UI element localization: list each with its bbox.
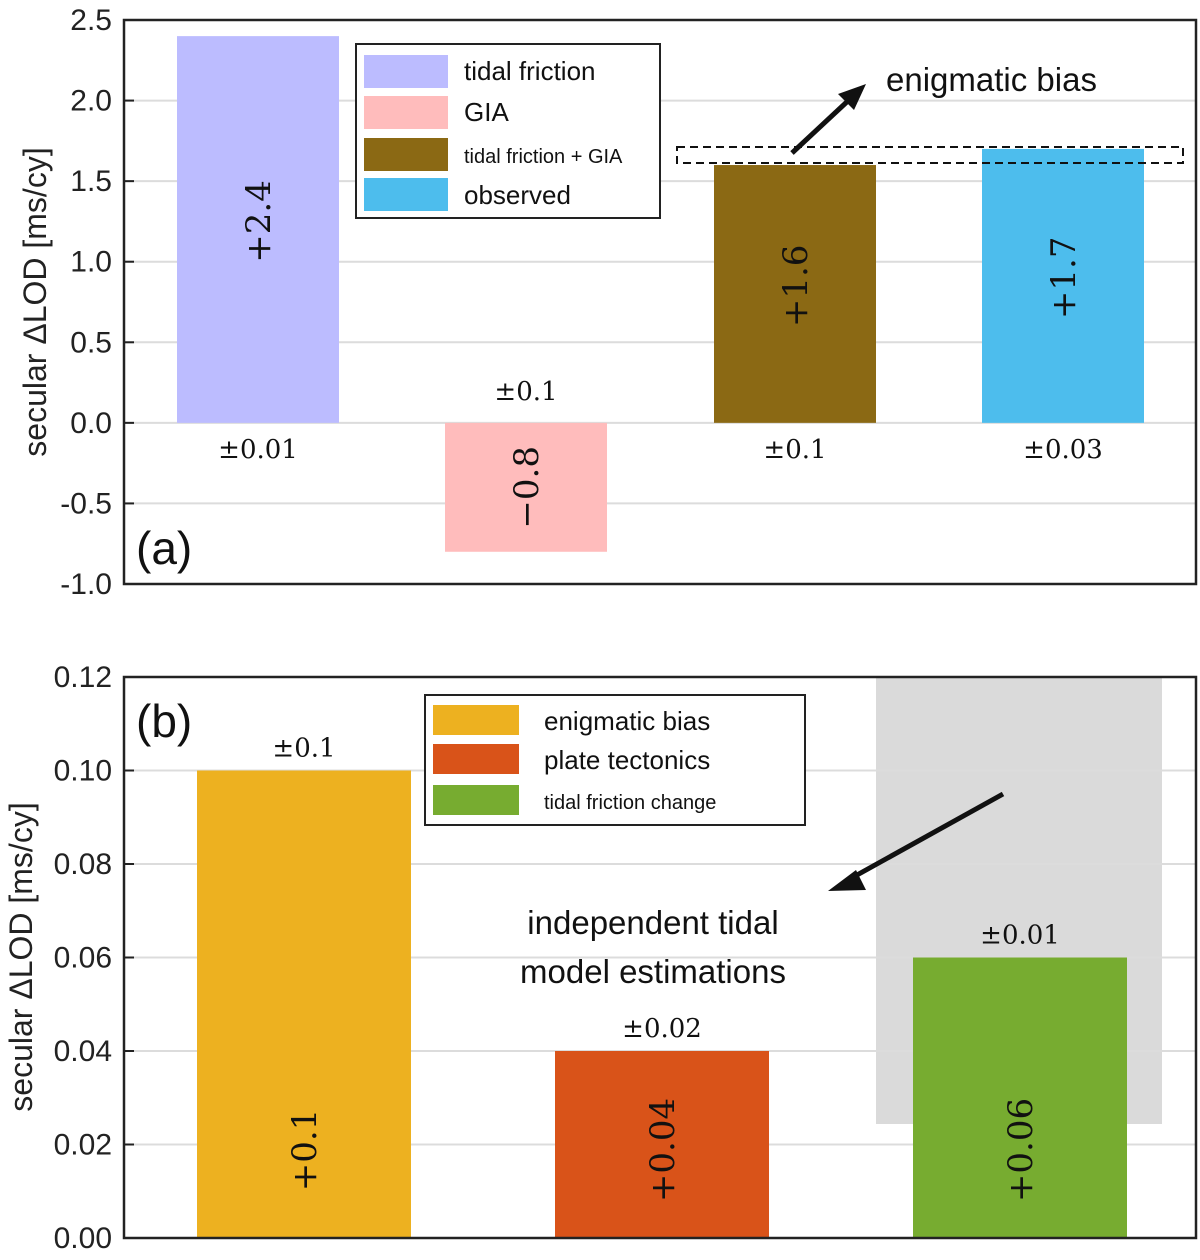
y-tick-label-b: 0.12 <box>54 661 112 694</box>
legend-label-tidal-friction: tidal friction <box>464 56 596 86</box>
y-tick-label-b: 0.08 <box>54 848 112 881</box>
legend-swatch-observed <box>364 178 448 211</box>
annotation-line1: independent tidal <box>527 904 778 941</box>
enigmatic-bias-dashed-box <box>676 146 1184 164</box>
bar-value-label-tidal-friction-change: +0.06 <box>1001 1098 1041 1202</box>
ticks-b: 0.00 0.02 0.04 0.06 0.08 0.10 0.12 <box>54 661 134 1255</box>
bar-value-label-plate-tectonics: +0.04 <box>643 1098 683 1202</box>
legend-label-tidal-friction-change: tidal friction change <box>544 792 716 814</box>
annotation-arrowhead-a <box>838 84 866 110</box>
y-tick-label-a: -1.0 <box>60 568 112 601</box>
axes-frame-a <box>122 18 1198 586</box>
panel-label-b: (b) <box>136 695 192 747</box>
annotation-arrow-a <box>790 97 852 155</box>
legend-swatch-plate-tectonics <box>433 744 519 774</box>
bar-tidal-friction-gia <box>714 165 876 423</box>
enigmatic-bias-annotation: enigmatic bias <box>886 61 1097 98</box>
bar-observed <box>982 148 1144 423</box>
uncertainty-label-plate-tectonics: ±0.02 <box>622 1014 702 1044</box>
y-tick-label-a: 0.5 <box>70 326 112 359</box>
bar-enigmatic-bias <box>197 770 411 1238</box>
legend-swatch-tidal-friction <box>364 55 448 88</box>
uncertainty-label-enigmatic-bias: ±0.1 <box>272 734 335 764</box>
legend-b: enigmatic bias plate tectonics tidal fri… <box>424 694 806 826</box>
y-tick-label-b: 0.02 <box>54 1129 112 1162</box>
panel-a: +2.4±0.01 −0.8±0.1+1.6±0.1+1.7±0.03 -1.0-… <box>17 4 1198 601</box>
ticks-a: -1.0 -0.5 0.0 0.5 1.0 1.5 2.0 2.5 <box>60 4 134 601</box>
y-axis-label-a: secular ΔLOD [ms/cy] <box>17 147 53 456</box>
legend-label-tidal-friction-gia: tidal friction + GIA <box>464 146 623 168</box>
bar-value-label-observed: +1.7 <box>1044 237 1084 320</box>
legend-label-plate-tectonics: plate tectonics <box>544 745 710 775</box>
legend-label-observed: observed <box>464 180 571 210</box>
panel-b: +0.1±0.1+0.04±0.02+0.06±0.01 0.000.020.0… <box>3 661 1198 1255</box>
annotation-arrow-b <box>846 791 1005 883</box>
legend-swatch-enigmatic-bias <box>433 705 519 735</box>
bars-b: +0.1 ±0.1 +0.04 ±0.02 +0.06 ±0.01 <box>197 734 1127 1238</box>
annotation-line2: model estimations <box>520 953 786 990</box>
bar-value-label-gia: −0.8 <box>507 446 547 529</box>
y-tick-label-a: 1.5 <box>70 165 112 198</box>
legend-a: tidal friction GIA tidal friction + GIA … <box>355 43 661 219</box>
y-tick-label-b: 0.10 <box>54 755 112 788</box>
bar-gia <box>445 422 607 552</box>
bars-a: +2.4 ±0.01 −0.8 ±0.1 +1.6 ±0.1 +1.7 ±0.03 <box>177 36 1144 552</box>
y-tick-label-a: 0.0 <box>70 407 112 440</box>
legend-label-gia: GIA <box>464 97 509 127</box>
uncertainty-label-tidal-friction-change: ±0.01 <box>980 921 1060 951</box>
y-tick-label-b: 0.00 <box>54 1222 112 1255</box>
bar-value-label-enigmatic-bias: +0.1 <box>285 1109 325 1192</box>
legend-swatch-tidal-friction-change <box>433 785 519 815</box>
legend-swatch-gia <box>364 96 448 129</box>
uncertainty-label-tidal-friction: ±0.01 <box>218 435 298 465</box>
y-tick-label-a: 2.5 <box>70 4 112 37</box>
panel-label-a: (a) <box>136 522 192 574</box>
bar-value-label-tidal-friction: +2.4 <box>239 180 279 263</box>
bar-tidal-friction <box>177 36 339 423</box>
bar-value-label-tidal-friction-gia: +1.6 <box>776 245 816 328</box>
y-axis-label-b: secular ΔLOD [ms/cy] <box>3 802 39 1111</box>
bar-plate-tectonics <box>555 1051 769 1238</box>
y-tick-label-a: -0.5 <box>60 487 112 520</box>
y-tick-label-a: 1.0 <box>70 246 112 279</box>
y-tick-label-b: 0.04 <box>54 1035 112 1068</box>
axes-frame-b <box>122 675 1198 1240</box>
uncertainty-label-tidal-friction-gia: ±0.1 <box>763 435 826 465</box>
legend-swatch-tidal-friction-gia <box>364 138 448 171</box>
y-tick-label-b: 0.06 <box>54 942 112 975</box>
uncertainty-label-observed: ±0.03 <box>1023 435 1103 465</box>
legend-label-enigmatic-bias: enigmatic bias <box>544 706 710 736</box>
bar-tidal-friction-change <box>913 957 1127 1238</box>
annotation-arrowhead-b <box>828 870 866 891</box>
y-tick-label-a: 2.0 <box>70 85 112 118</box>
uncertainty-label-gia: ±0.1 <box>494 377 557 407</box>
